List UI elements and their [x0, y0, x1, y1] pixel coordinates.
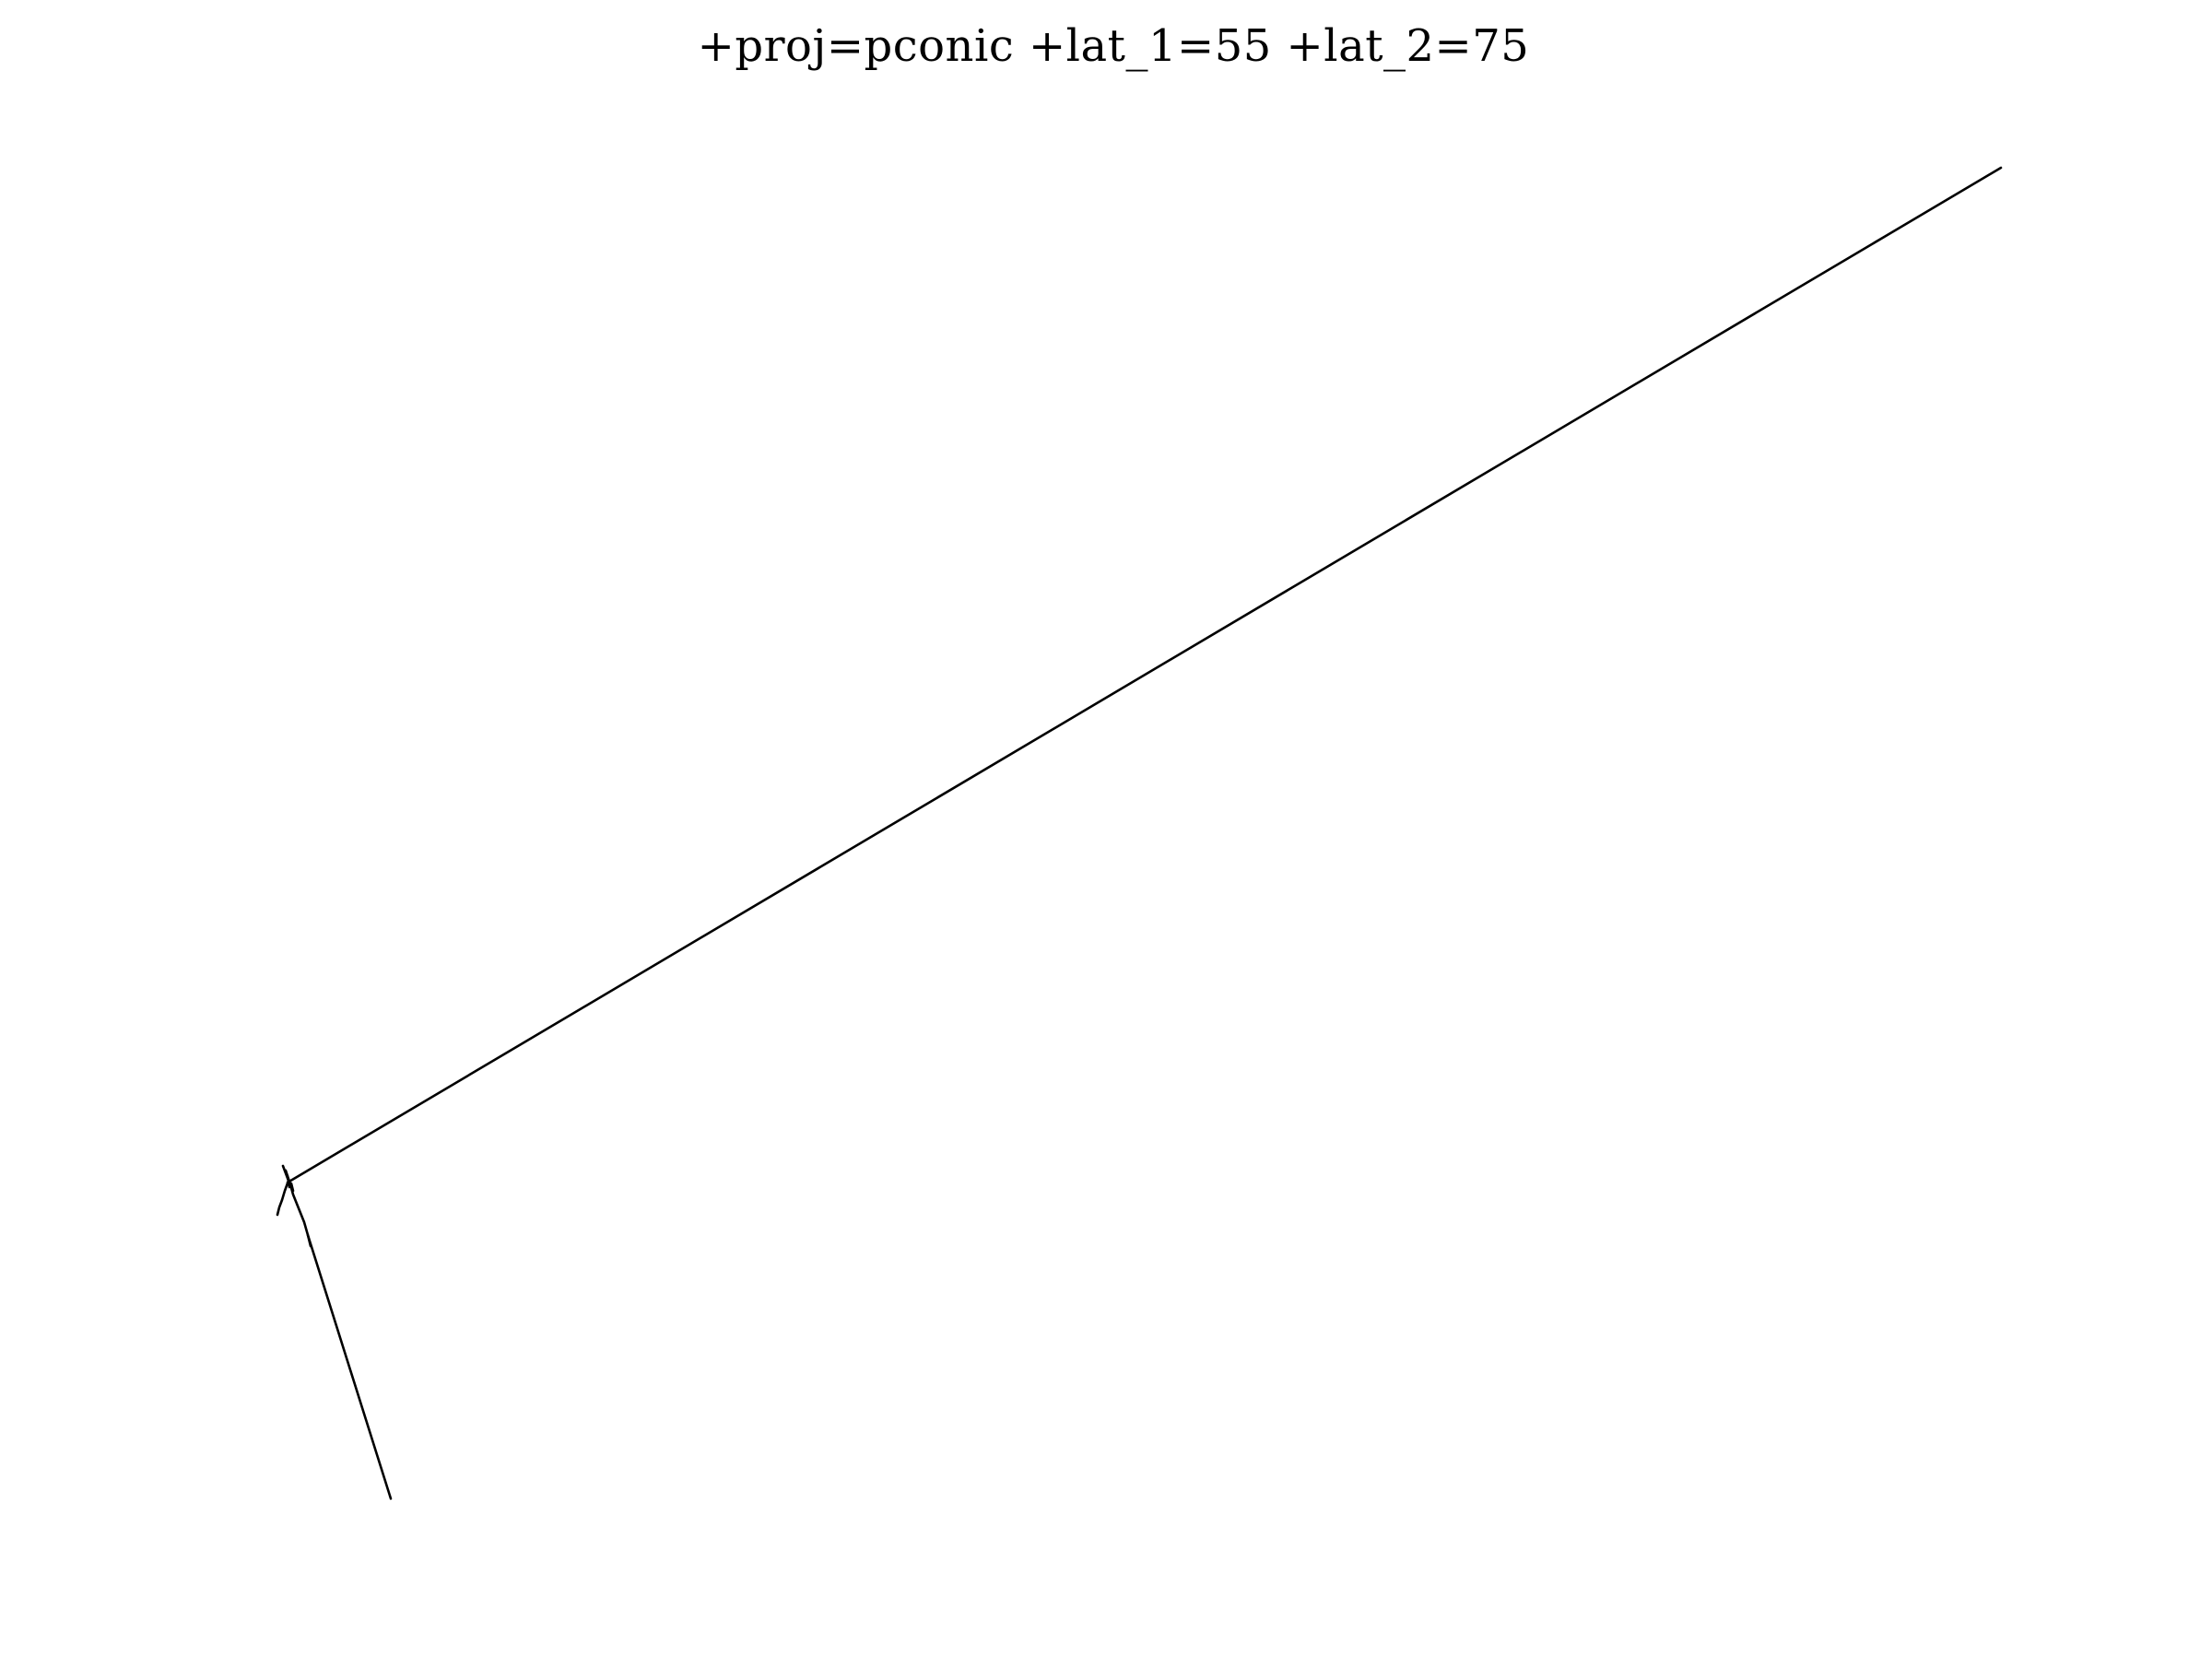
- map-title: +proj=pconic +lat_1=55 +lat_2=75: [697, 20, 1530, 72]
- coastline-outlines: [276, 166, 2003, 1500]
- projected-cluster-spike: [286, 1174, 295, 1193]
- projected-edge-lower: [306, 1233, 393, 1500]
- projected-edge-upper: [286, 166, 2003, 1184]
